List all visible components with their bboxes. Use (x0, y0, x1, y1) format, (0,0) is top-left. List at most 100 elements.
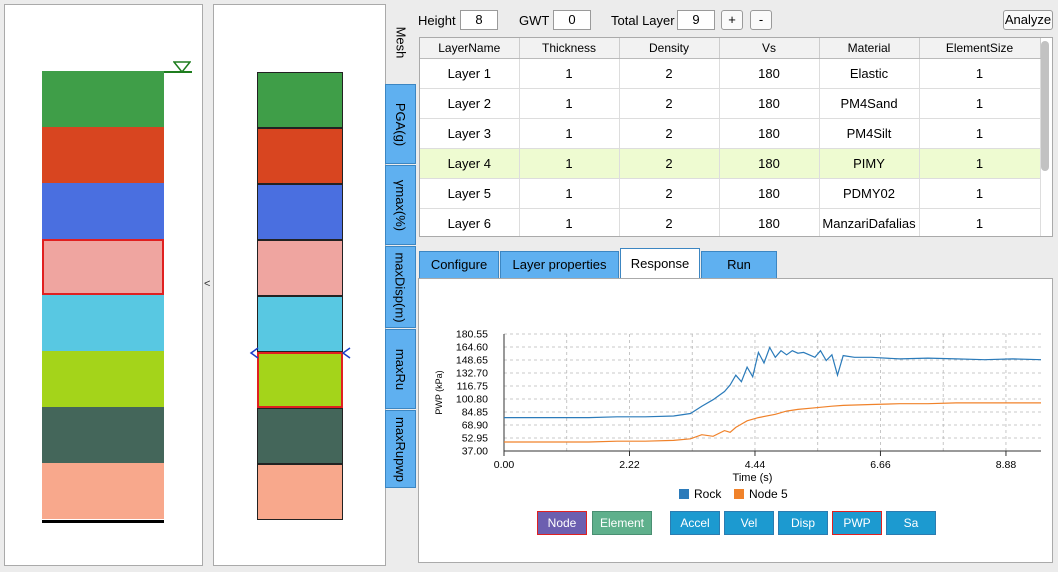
table-cell[interactable]: 2 (619, 208, 720, 236)
table-row[interactable]: Layer 5 1 2 180 PDMY02 1 (420, 178, 1041, 209)
accel-button[interactable]: Accel (670, 511, 720, 535)
table-row[interactable]: Layer 6 1 2 180 ManzariDafalias 1 (420, 208, 1041, 236)
column-header[interactable]: LayerName (420, 38, 520, 59)
tab-pga[interactable]: PGA(g) (385, 84, 416, 164)
tab-max-rupwp[interactable]: maxRupwp (385, 410, 416, 488)
column-header[interactable]: Vs (719, 38, 820, 59)
analyze-button[interactable]: Analyze (1003, 10, 1053, 30)
mesh-element[interactable] (257, 240, 343, 296)
table-cell[interactable]: ManzariDafalias (819, 208, 920, 236)
table-cell[interactable]: 1 (519, 88, 620, 119)
gwt-input[interactable]: 0 (553, 10, 591, 30)
table-cell[interactable]: Layer 1 (420, 58, 520, 89)
tab-gamma-max[interactable]: γmax(%) (385, 165, 416, 245)
column-header[interactable]: ElementSize (919, 38, 1041, 59)
series-line-node-5 (504, 402, 1041, 443)
soil-layer[interactable] (42, 183, 164, 239)
table-header-row: LayerName Thickness Density Vs Material … (420, 38, 1041, 59)
table-cell[interactable]: PDMY02 (819, 178, 920, 209)
table-cell[interactable]: 1 (519, 118, 620, 149)
total-layer-label: Total Layer (611, 13, 675, 28)
soil-layer[interactable] (42, 295, 164, 351)
mesh-element[interactable] (257, 296, 343, 352)
collapse-panel-button[interactable]: < (204, 278, 211, 290)
table-cell[interactable]: 180 (719, 58, 820, 89)
table-cell[interactable]: Layer 5 (420, 178, 520, 209)
table-cell[interactable]: 1 (919, 118, 1041, 149)
series-line-rock (504, 346, 1042, 419)
tab-run[interactable]: Run (701, 251, 777, 279)
table-row[interactable]: Layer 4 1 2 180 PIMY 1 (420, 148, 1041, 179)
mesh-element[interactable] (257, 408, 343, 464)
height-input[interactable]: 8 (460, 10, 498, 30)
soil-layer[interactable] (42, 71, 164, 127)
table-cell[interactable]: 1 (519, 58, 620, 89)
soil-layer[interactable] (42, 239, 164, 295)
table-cell[interactable]: Elastic (819, 58, 920, 89)
table-cell[interactable]: 2 (619, 58, 720, 89)
table-cell[interactable]: 1 (919, 88, 1041, 119)
soil-layer[interactable] (42, 127, 164, 183)
table-cell[interactable]: Layer 6 (420, 208, 520, 236)
table-cell[interactable]: 1 (519, 208, 620, 236)
table-cell[interactable]: PM4Sand (819, 88, 920, 119)
layer-table: LayerName Thickness Density Vs Material … (419, 37, 1053, 237)
table-cell[interactable]: 180 (719, 208, 820, 236)
column-header[interactable]: Thickness (519, 38, 620, 59)
total-layer-input[interactable]: 9 (677, 10, 715, 30)
table-cell[interactable]: 180 (719, 178, 820, 209)
table-cell[interactable]: Layer 2 (420, 88, 520, 119)
tab-layer-properties[interactable]: Layer properties (500, 251, 619, 279)
soil-layer[interactable] (42, 407, 164, 463)
table-cell[interactable]: 1 (519, 148, 620, 179)
soil-layer[interactable] (42, 463, 164, 519)
table-cell[interactable]: 1 (519, 178, 620, 209)
column-header[interactable]: Material (819, 38, 920, 59)
element-button[interactable]: Element (592, 511, 652, 535)
table-row[interactable]: Layer 1 1 2 180 Elastic 1 (420, 58, 1041, 89)
mesh-element[interactable] (257, 184, 343, 240)
table-row[interactable]: Layer 2 1 2 180 PM4Sand 1 (420, 88, 1041, 119)
mesh-element[interactable] (257, 464, 343, 520)
table-cell[interactable]: 1 (919, 148, 1041, 179)
mesh-element[interactable] (257, 128, 343, 184)
vel-button[interactable]: Vel (724, 511, 774, 535)
soil-layer[interactable] (42, 351, 164, 407)
table-cell[interactable]: 180 (719, 118, 820, 149)
table-cell[interactable]: 2 (619, 148, 720, 179)
legend-swatch (679, 489, 689, 499)
x-tick-label: 0.00 (494, 459, 515, 471)
table-cell[interactable]: Layer 3 (420, 118, 520, 149)
table-cell[interactable]: 1 (919, 58, 1041, 89)
tab-response[interactable]: Response (620, 248, 700, 279)
table-cell[interactable]: 2 (619, 178, 720, 209)
table-cell[interactable]: 2 (619, 118, 720, 149)
tab-max-disp[interactable]: maxDisp(m) (385, 246, 416, 328)
sa-button[interactable]: Sa (886, 511, 936, 535)
tab-configure[interactable]: Configure (419, 251, 499, 279)
table-cell[interactable]: 180 (719, 88, 820, 119)
table-cell[interactable]: 1 (919, 208, 1041, 236)
table-cell[interactable]: 2 (619, 88, 720, 119)
mesh-panel (213, 4, 386, 566)
add-layer-button[interactable]: + (721, 10, 743, 30)
column-header[interactable]: Density (619, 38, 720, 59)
pwp-button[interactable]: PWP (832, 511, 882, 535)
height-label: Height (418, 13, 456, 28)
mesh-element[interactable] (257, 72, 343, 128)
table-row[interactable]: Layer 3 1 2 180 PM4Silt 1 (420, 118, 1041, 149)
disp-button[interactable]: Disp (778, 511, 828, 535)
tab-max-ru[interactable]: maxRu (385, 329, 416, 409)
remove-layer-button[interactable]: - (750, 10, 772, 30)
table-scrollbar[interactable] (1041, 41, 1049, 171)
table-cell[interactable]: PIMY (819, 148, 920, 179)
x-tick-label: 4.44 (745, 459, 766, 471)
node-button[interactable]: Node (537, 511, 587, 535)
tab-mesh[interactable]: Mesh (393, 26, 409, 58)
mesh-element[interactable] (257, 352, 343, 408)
table-cell[interactable]: PM4Silt (819, 118, 920, 149)
table-cell[interactable]: 1 (919, 178, 1041, 209)
table-cell[interactable]: 180 (719, 148, 820, 179)
gwt-label: GWT (519, 13, 550, 28)
table-cell[interactable]: Layer 4 (420, 148, 520, 179)
